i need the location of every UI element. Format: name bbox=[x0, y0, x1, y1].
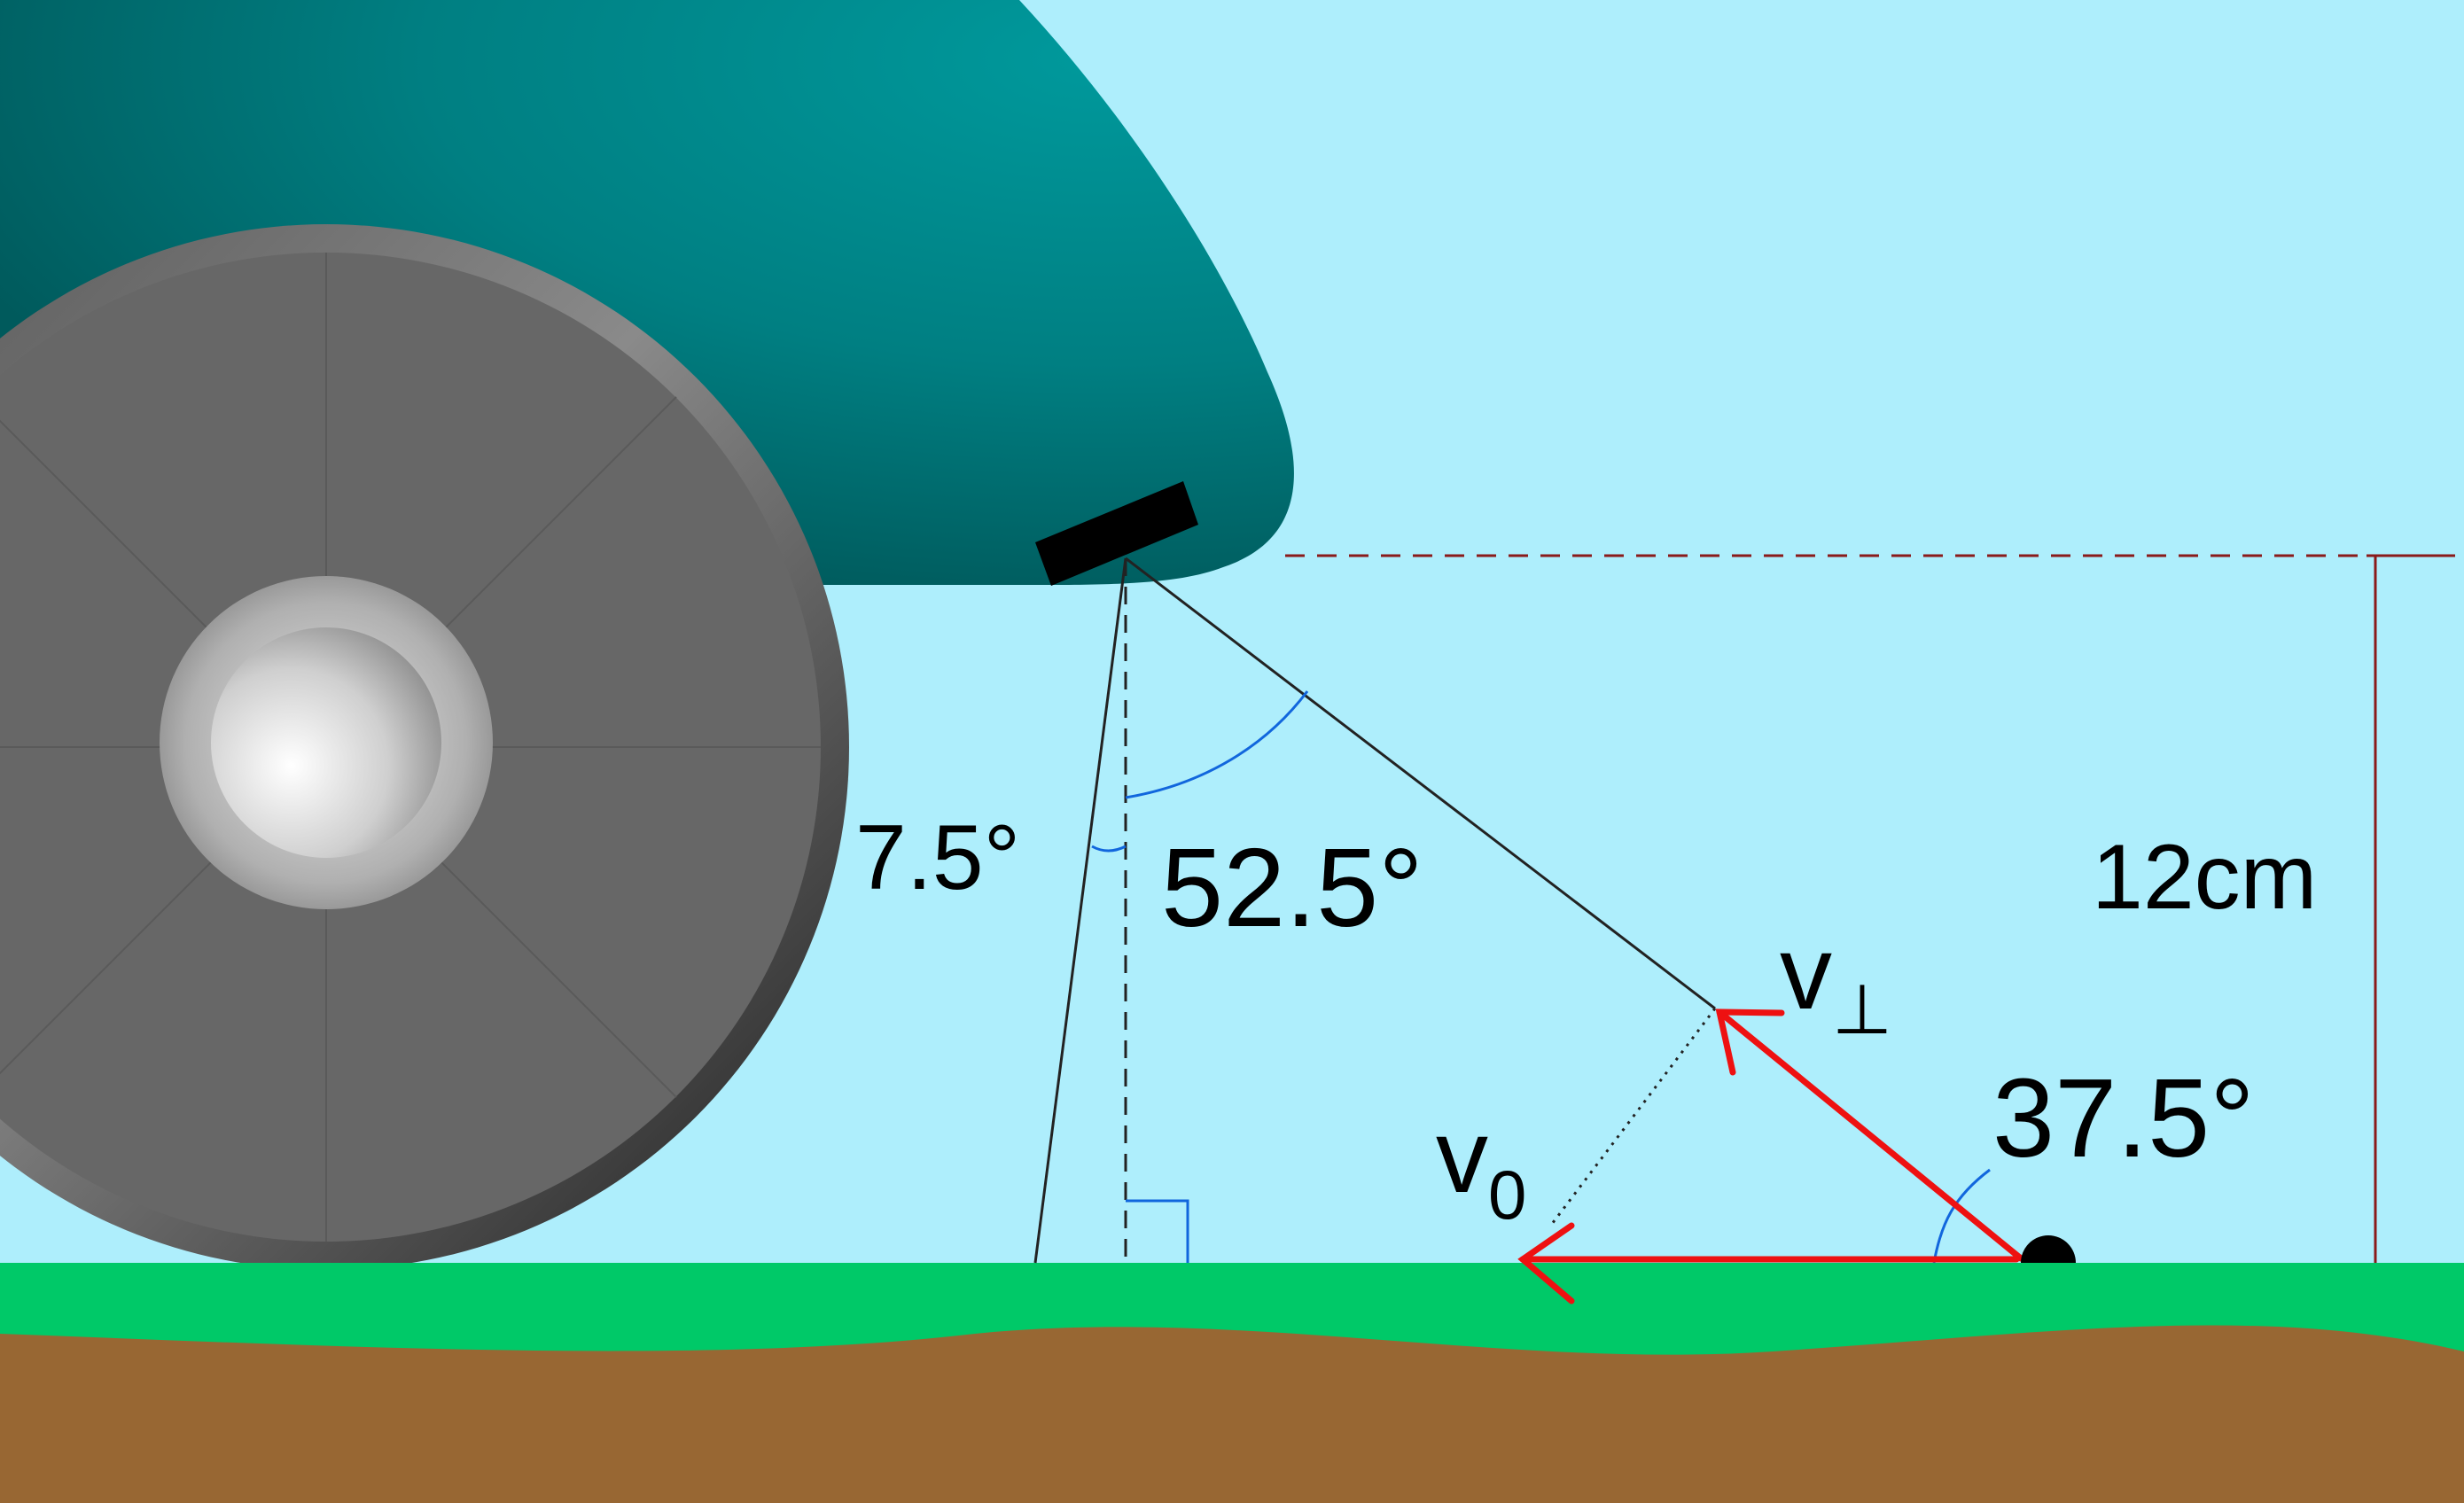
ground-object-icon bbox=[2021, 1235, 2076, 1263]
beam-edge-line bbox=[1033, 557, 1127, 1264]
wheel-icon bbox=[0, 224, 849, 1270]
velocity-vectors bbox=[1517, 1008, 2024, 1304]
sensor-guide-lines bbox=[1033, 557, 1717, 1264]
angle-arcs bbox=[1091, 690, 1991, 1264]
right-angle-marker bbox=[1126, 1199, 1189, 1263]
angle-label-small: 7.5° bbox=[855, 806, 1020, 909]
v-perp-subscript: ⊥ bbox=[1832, 970, 1892, 1048]
v-perp-label: v⊥ bbox=[1780, 915, 1892, 1048]
height-dimension bbox=[2367, 554, 2455, 1263]
angle-label-middle: 52.5° bbox=[1161, 825, 1423, 950]
v-perp-arrow-shaft bbox=[1716, 1008, 2024, 1262]
angle-arc-middle bbox=[1125, 690, 1309, 799]
soil bbox=[0, 1325, 2464, 1503]
v0-arrowhead bbox=[1517, 1222, 1575, 1304]
v-perp-letter: v bbox=[1780, 915, 1832, 1032]
angle-arc-ground bbox=[1932, 1168, 1991, 1264]
hubcap-inner bbox=[211, 627, 441, 858]
v-perp-arrowhead bbox=[1715, 1008, 1785, 1076]
projection-dotted-line bbox=[1548, 1008, 1717, 1228]
height-label: 12cm bbox=[2092, 826, 2317, 929]
beam-axis-line bbox=[1125, 557, 1716, 1010]
v0-label: v0 bbox=[1436, 1098, 1526, 1234]
angle-label-ground: 37.5° bbox=[1992, 1055, 2255, 1180]
angle-arc-small bbox=[1091, 845, 1127, 853]
sensor-block-icon bbox=[1035, 481, 1198, 586]
v0-subscript: 0 bbox=[1488, 1156, 1526, 1234]
v0-letter: v bbox=[1436, 1098, 1488, 1215]
